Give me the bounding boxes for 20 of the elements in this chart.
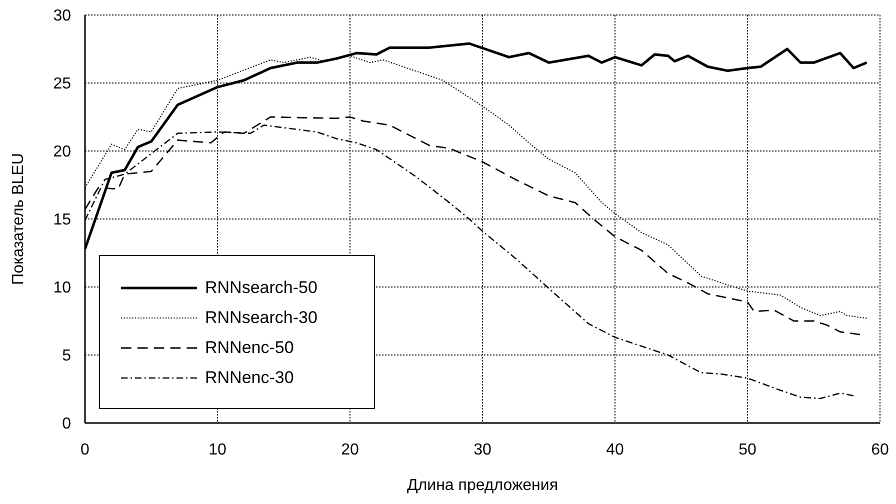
x-axis-title: Длина предложения (406, 477, 558, 494)
legend-label: RNNsearch-30 (205, 308, 318, 328)
y-tick-label: 5 (62, 348, 72, 365)
x-tick-label: 40 (606, 441, 624, 458)
y-tick-label: 10 (53, 280, 72, 297)
x-tick-label: 0 (80, 441, 90, 458)
legend-label: RNNenc-30 (205, 368, 294, 388)
y-tick-label: 15 (53, 212, 72, 229)
x-tick-label: 10 (208, 441, 226, 458)
y-tick-label: 20 (53, 144, 72, 161)
legend-label: RNNenc-50 (205, 338, 294, 358)
x-tick-label: 60 (871, 441, 889, 458)
legend-label: RNNsearch-50 (205, 278, 318, 298)
y-tick-label: 30 (53, 8, 72, 25)
y-tick-label: 25 (53, 76, 72, 93)
y-tick-label: 0 (62, 416, 72, 433)
x-tick-label: 50 (738, 441, 756, 458)
x-tick-label: 30 (474, 441, 492, 458)
y-axis-title: Показатель BLEU (10, 153, 26, 285)
x-tick-label: 20 (341, 441, 359, 458)
